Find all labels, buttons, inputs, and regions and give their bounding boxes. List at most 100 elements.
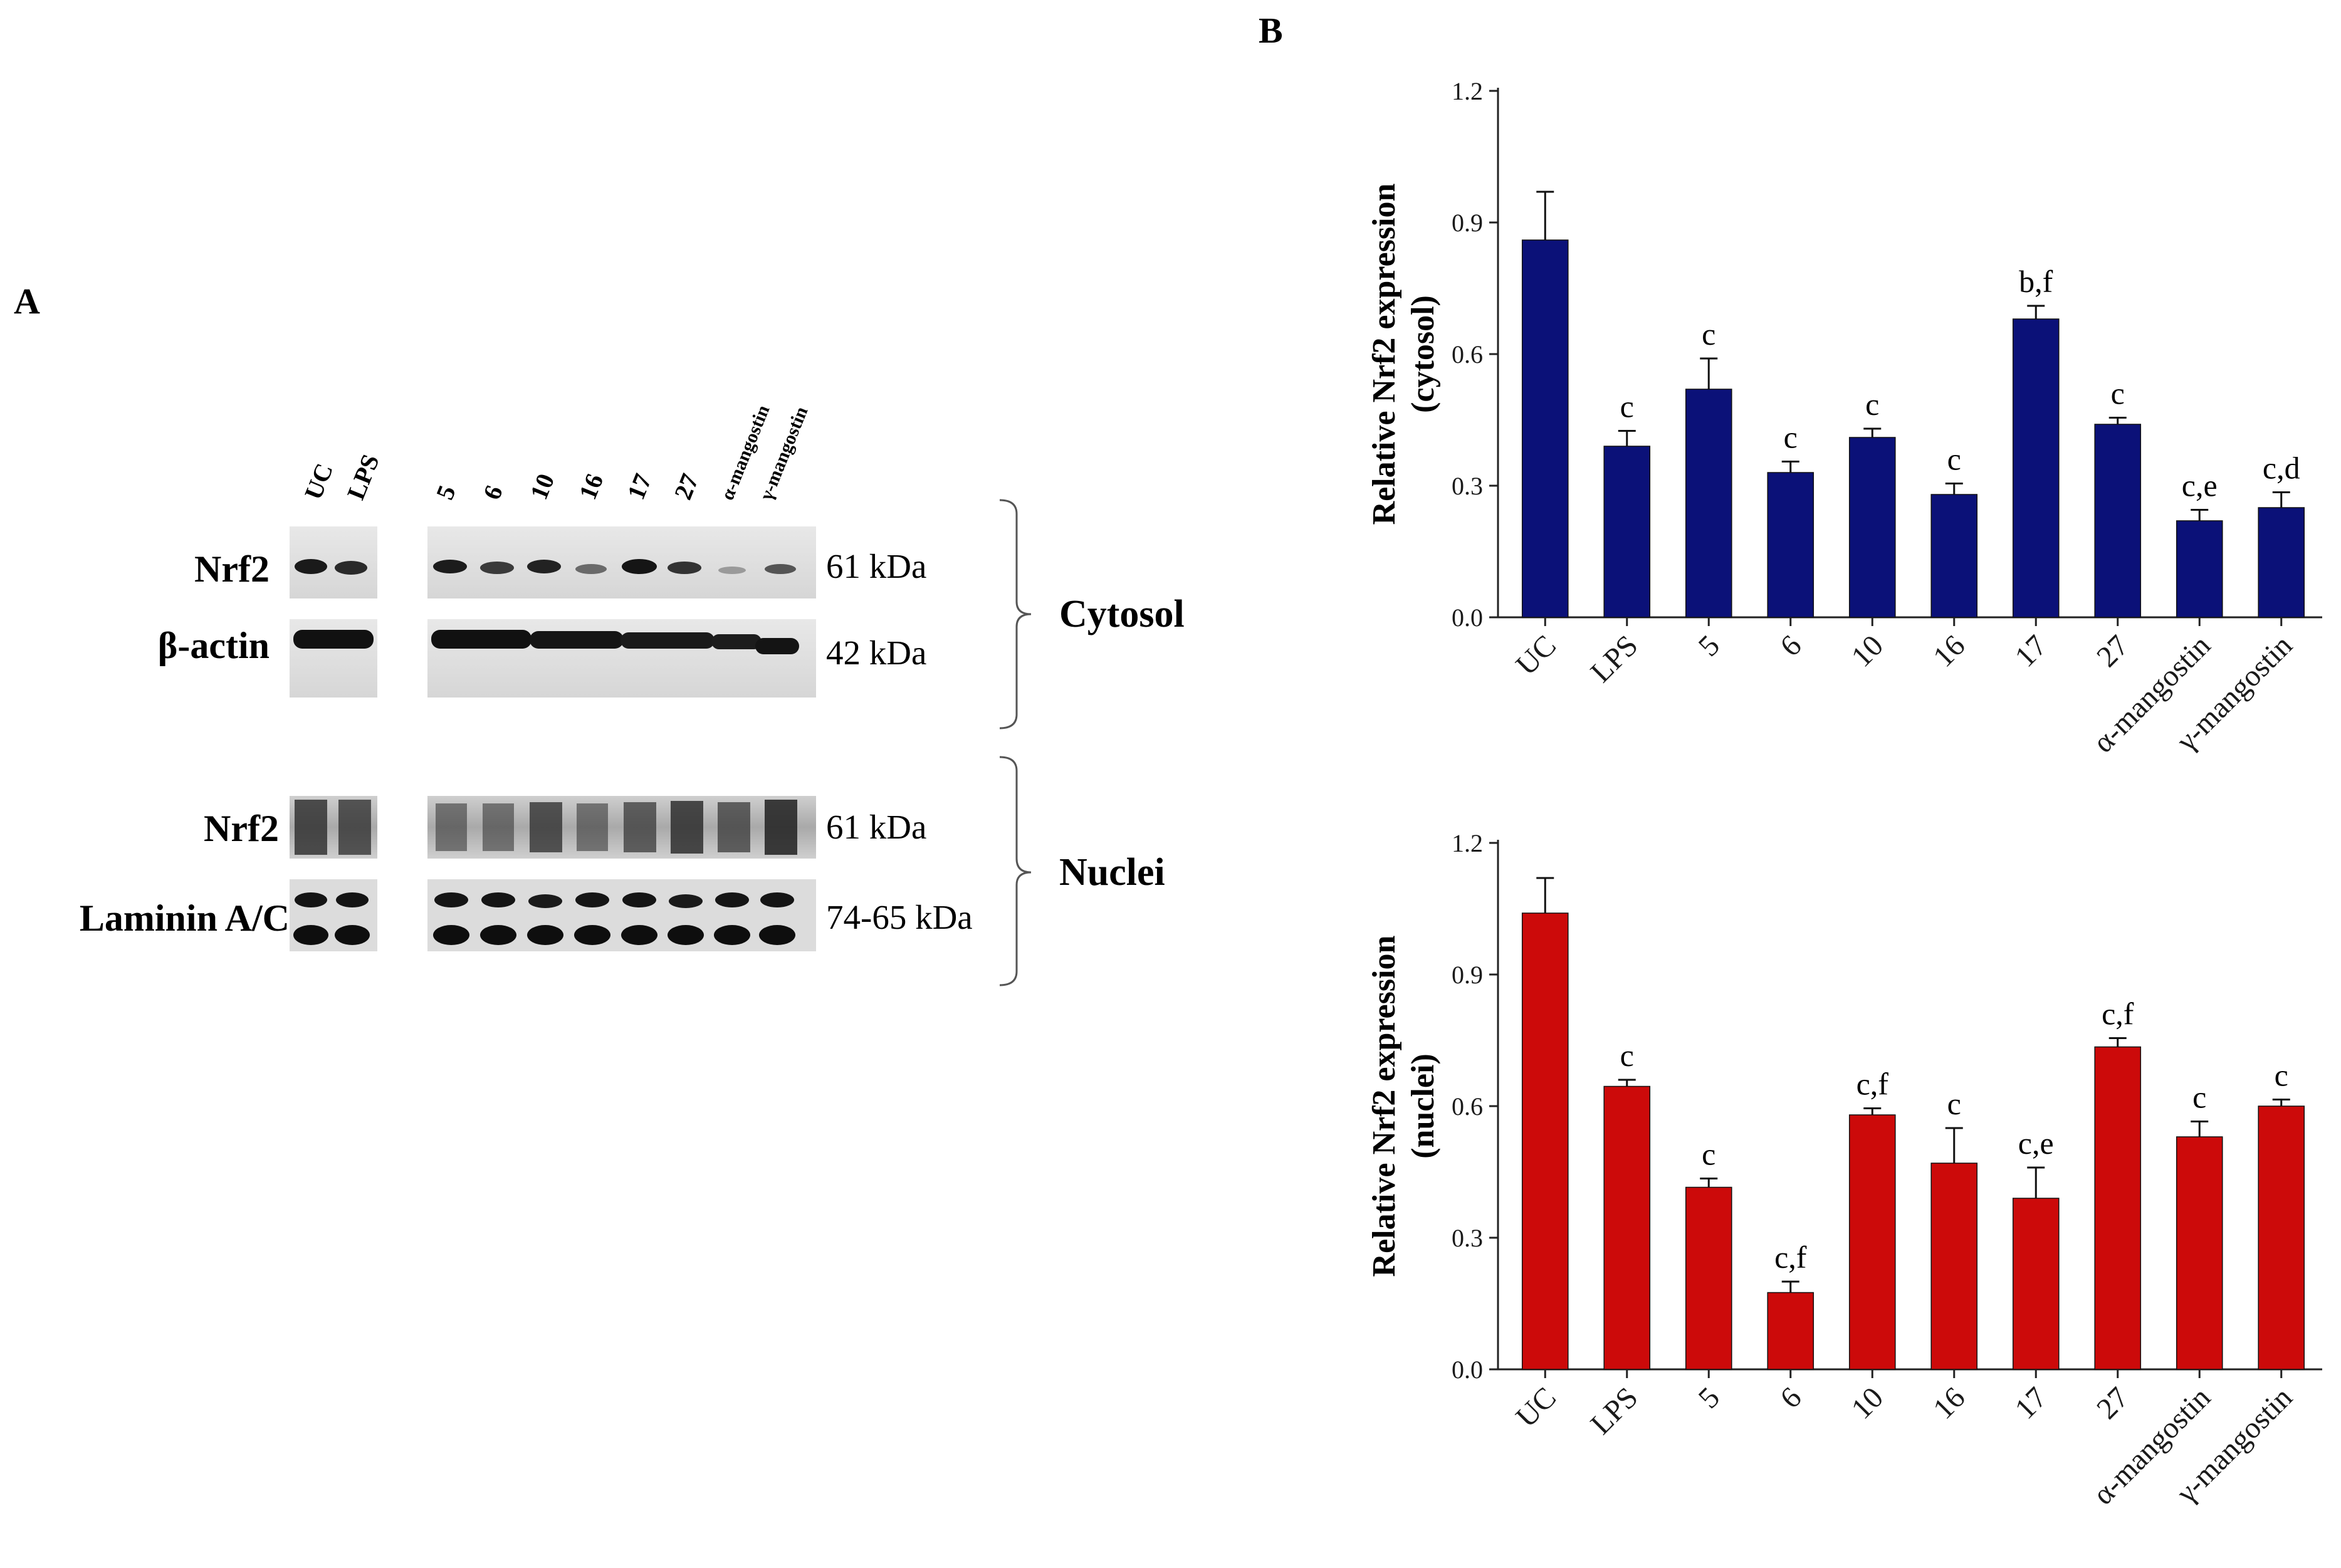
band xyxy=(433,925,469,945)
y-axis-label-sub: (nuclei) xyxy=(1405,1053,1441,1159)
significance-label: c,e xyxy=(2182,468,2218,503)
blot-nrf2-cytosol-right xyxy=(427,526,816,598)
y-axis-label: Relative Nrf2 expression xyxy=(1366,935,1402,1277)
significance-label: c,d xyxy=(2263,451,2300,486)
bar xyxy=(2095,1047,2140,1370)
band xyxy=(528,894,562,908)
band xyxy=(530,631,624,649)
band xyxy=(527,925,563,945)
band xyxy=(436,803,467,851)
band xyxy=(718,802,750,852)
band xyxy=(335,561,367,575)
lane-label-17: 17 xyxy=(622,469,657,503)
chart-cytosol: 0.0 0.3 0.6 0.9 1.2 Relative Nrf2 expression(… xyxy=(1366,77,2322,759)
blot-label-laminin: Laminin A/C xyxy=(80,897,290,939)
significance-label: c xyxy=(1947,1086,1961,1121)
panel-b-label: B xyxy=(1259,10,1283,51)
figure-canvas: A B UC LPS 5 6 10 16 17 27 α-mangostin γ… xyxy=(0,0,2341,1568)
x-tick-label: LPS xyxy=(1584,629,1645,689)
x-tick-label: 16 xyxy=(1927,629,1971,673)
y-tick-label: 0.9 xyxy=(1452,209,1483,237)
lane-label-6: 6 xyxy=(478,481,508,503)
band xyxy=(480,562,514,574)
band xyxy=(671,801,703,854)
x-tick-label: 10 xyxy=(1845,1381,1890,1425)
band xyxy=(621,925,657,945)
kda-label-nrf2-nuclei: 61 kDa xyxy=(826,808,926,846)
y-tick-label: 1.2 xyxy=(1452,829,1483,857)
lane-label-10: 10 xyxy=(525,469,560,503)
bar xyxy=(1604,1087,1650,1370)
bar xyxy=(1931,494,1977,617)
significance-label: c xyxy=(1620,1038,1634,1073)
band xyxy=(718,567,746,574)
band xyxy=(431,630,532,649)
x-tick-label: 6 xyxy=(1774,629,1808,662)
x-tick-label: 10 xyxy=(1845,629,1890,673)
band xyxy=(668,925,704,945)
band xyxy=(574,925,610,945)
band xyxy=(715,892,749,907)
y-tick-label: 0.3 xyxy=(1452,472,1483,500)
band xyxy=(622,559,657,574)
chart-nuclei: 0.0 0.3 0.6 0.9 1.2 Relative Nrf2 expression(… xyxy=(1366,829,2322,1511)
lane-label-27: 27 xyxy=(669,469,704,503)
band xyxy=(575,892,609,907)
band xyxy=(760,892,794,907)
significance-label: c xyxy=(1865,387,1879,422)
band xyxy=(714,925,750,945)
bar xyxy=(1522,913,1568,1369)
bar xyxy=(1931,1163,1977,1369)
band xyxy=(293,925,328,945)
bar xyxy=(2177,1137,2223,1369)
band xyxy=(295,800,327,855)
bar xyxy=(1768,1293,1813,1370)
significance-label: c,e xyxy=(2018,1126,2054,1161)
bar xyxy=(2177,521,2223,617)
bar xyxy=(1768,473,1813,617)
significance-label: c xyxy=(2111,376,2125,411)
band xyxy=(433,560,467,573)
bar xyxy=(1850,437,1895,617)
bar xyxy=(2095,424,2140,617)
compartment-label-nuclei: Nuclei xyxy=(1059,851,1165,894)
x-tick-label: UC xyxy=(1509,629,1563,682)
significance-label: c xyxy=(1702,1137,1715,1172)
band xyxy=(335,925,370,945)
significance-label: c,f xyxy=(2102,996,2134,1032)
panel-a-label: A xyxy=(14,281,40,321)
band xyxy=(336,892,369,907)
bar xyxy=(1686,389,1732,617)
y-axis-label: Relative Nrf2 expression xyxy=(1366,183,1402,525)
band xyxy=(527,560,561,573)
lane-label-uc: UC xyxy=(299,459,338,503)
band xyxy=(338,800,371,855)
y-tick-label: 0.6 xyxy=(1452,340,1483,368)
x-tick-label: 16 xyxy=(1927,1381,1971,1425)
band xyxy=(765,564,796,574)
significance-label: c xyxy=(1702,316,1715,352)
band xyxy=(295,559,327,574)
blot-label-beta-actin: β-actin xyxy=(158,625,270,666)
x-tick-label: LPS xyxy=(1584,1381,1645,1441)
band xyxy=(577,803,608,851)
significance-label: c xyxy=(1620,389,1634,424)
band xyxy=(483,803,514,851)
band xyxy=(624,802,656,852)
band xyxy=(765,800,797,855)
bar xyxy=(2013,319,2059,617)
band xyxy=(575,564,607,574)
band xyxy=(759,925,795,945)
band xyxy=(481,892,515,907)
kda-label-beta-actin: 42 kDa xyxy=(826,634,926,672)
significance-label: b,f xyxy=(2019,264,2053,299)
kda-label-nrf2-cytosol: 61 kDa xyxy=(826,547,926,585)
significance-label: c xyxy=(2275,1058,2288,1093)
band xyxy=(669,894,703,908)
blot-label-nrf2-nuclei: Nrf2 xyxy=(204,808,279,849)
bar xyxy=(1686,1188,1732,1370)
band xyxy=(434,892,468,907)
band xyxy=(293,630,374,649)
blot-images xyxy=(290,526,816,951)
x-tick-label: 17 xyxy=(2009,1381,2053,1425)
